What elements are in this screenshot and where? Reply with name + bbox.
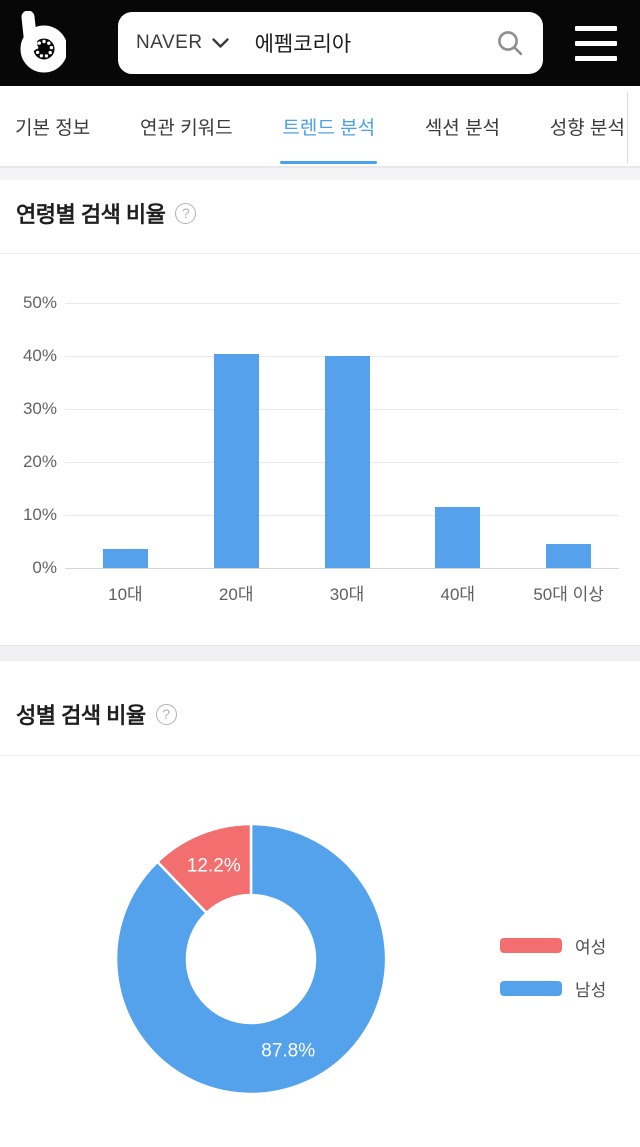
search-engine-label: NAVER <box>136 32 203 53</box>
gender-section-title: 성별 검색 비율 <box>16 703 146 728</box>
x-axis-tick: 20대 <box>218 585 254 604</box>
app-header: NAVER 에펨코리아 <box>0 0 640 86</box>
legend-label: 여성 <box>575 938 607 957</box>
gender-title-row: 성별 검색 비율 ? <box>0 661 640 730</box>
section-separator <box>0 167 640 180</box>
blackkiwi-logo-icon[interactable] <box>18 11 66 75</box>
chevron-down-icon <box>211 37 229 48</box>
search-icon <box>498 31 523 56</box>
legend-swatch <box>500 938 562 953</box>
legend-item-남성[interactable]: 남성 <box>500 976 606 1001</box>
section-age-search-ratio: 연령별 검색 비율 ? 0% 10% 20% 30% 40% 50% 10대 20대 30대 40… <box>0 180 640 645</box>
search-input[interactable]: 에펨코리아 <box>254 33 352 56</box>
donut-slice-남성[interactable] <box>114 822 388 1096</box>
legend-item-여성[interactable]: 여성 <box>500 933 606 958</box>
gridline <box>65 303 619 304</box>
gridline <box>65 568 619 569</box>
tab-bar: 기본 정보 연관 키워드 트렌드 분석 섹션 분석 성향 분석 <box>0 86 640 167</box>
donut-svg: 87.8% 12.2% <box>114 822 388 1096</box>
tabbar-right-edge <box>627 92 628 164</box>
section-separator <box>0 645 640 661</box>
tab-3[interactable]: 섹션 분석 <box>424 117 501 139</box>
y-axis-tick: 40% <box>22 346 57 365</box>
age-title-row: 연령별 검색 비율 ? <box>0 180 640 229</box>
menu-bar <box>575 41 617 46</box>
y-axis-tick: 20% <box>22 452 57 471</box>
tab-0[interactable]: 기본 정보 <box>15 117 91 139</box>
help-icon[interactable]: ? <box>155 703 177 725</box>
bar-50대 이상[interactable] <box>546 543 592 568</box>
bar-40대[interactable] <box>435 506 481 568</box>
tab-4[interactable]: 성향 분석 <box>549 117 625 139</box>
divider <box>0 253 640 254</box>
y-axis-tick: 50% <box>22 293 57 312</box>
help-icon[interactable]: ? <box>175 202 197 224</box>
x-axis-tick: 50대 이상 <box>533 585 604 604</box>
search-button[interactable] <box>495 28 525 58</box>
menu-icon[interactable] <box>575 26 617 61</box>
search-bar: NAVER 에펨코리아 <box>118 12 543 74</box>
divider <box>0 755 640 756</box>
x-axis-tick: 10대 <box>108 585 143 604</box>
y-axis-tick: 30% <box>22 399 57 418</box>
menu-bar <box>575 56 617 61</box>
age-bar-plot <box>65 303 619 569</box>
legend-swatch <box>500 981 562 996</box>
search-engine-dropdown[interactable]: NAVER <box>136 32 229 54</box>
legend-label: 남성 <box>575 981 607 1000</box>
bar-10대[interactable] <box>102 548 148 568</box>
bar-20대[interactable] <box>213 353 259 568</box>
kiwi-seed-dots <box>34 39 54 58</box>
bar-30대[interactable] <box>324 356 370 568</box>
y-axis-tick: 10% <box>22 505 57 524</box>
donut-label-여성: 12.2% <box>187 856 241 877</box>
age-section-title: 연령별 검색 비율 <box>16 202 166 227</box>
y-axis-tick: 0% <box>32 558 57 577</box>
tab-2[interactable]: 트렌드 분석 <box>280 86 377 166</box>
menu-bar <box>575 26 617 31</box>
donut-label-남성: 87.8% <box>261 1040 315 1061</box>
age-bar-chart: 0% 10% 20% 30% 40% 50% 10대 20대 30대 40대 50대 이상 <box>0 280 640 610</box>
donut-slice-여성[interactable] <box>156 822 253 915</box>
x-axis-tick: 40대 <box>440 585 476 604</box>
x-axis-tick: 30대 <box>329 585 365 604</box>
tab-1[interactable]: 연관 키워드 <box>139 117 233 139</box>
